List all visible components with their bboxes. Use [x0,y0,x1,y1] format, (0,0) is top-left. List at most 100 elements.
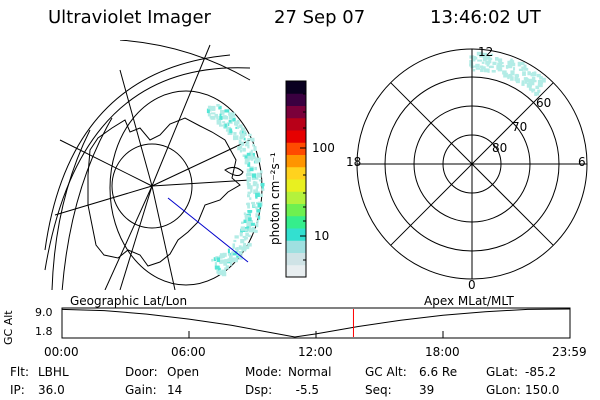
aurora-pixel [224,267,228,270]
aurora-pixel [510,58,513,62]
aurora-pixel [250,149,253,155]
aurora-pixel [260,193,263,197]
aurora-pixel [230,258,234,263]
xtick-label: 12:00 [298,345,333,359]
ytick-1.8: 1.8 [35,325,53,338]
colorbar-segment [286,154,306,168]
aurora-pixel [244,213,247,218]
aurora-pixel [245,236,248,240]
colorbar-segment [286,179,306,192]
status-label: Dsp: [245,383,273,397]
mlat-ring-50 [356,48,588,280]
aurora-pixel [218,119,221,124]
aurora-pixel [246,222,252,227]
aurora-pixel [251,152,255,158]
aurora-pixel [244,158,250,162]
aurora-pixel [532,73,535,77]
aurora-pixel [534,91,540,96]
aurora-pixel [508,63,511,67]
aurora-pixel [239,232,243,237]
instrument-title: Ultraviolet Imager [48,7,211,28]
aurora-pixel [232,246,235,250]
colorbar-segment [286,105,306,119]
aurora-pixel [242,154,247,157]
aurora-pixel [248,133,252,137]
colorbar-segment [286,130,306,143]
aurora-pixel [237,253,241,258]
aurora-pixel [211,105,216,111]
coastline [87,117,241,267]
aurora-pixel [235,123,239,126]
aurora-pixel [246,154,249,160]
colorbar-segment [286,240,306,253]
aurora-pixel [498,59,502,64]
meridians [54,44,251,290]
aurora-pixel [469,63,474,67]
status-label: Mode: [245,365,282,379]
aurora-pixel [254,177,259,180]
aurora-pixel [246,217,250,223]
aurora-pixel [210,112,216,115]
aurora-pixel [251,173,257,179]
aurora-pixel [487,68,490,73]
aurora-pixel [521,66,526,69]
aurora-pixel [257,215,261,220]
aurora-pixel [530,72,535,77]
aurora-pixel [249,166,254,170]
status-label: Gain: [125,383,157,397]
aurora-pixel [511,62,516,67]
aurora-pixel [509,61,513,65]
aurora-pixel [246,202,250,206]
aurora-pixel [475,63,480,68]
aurora-pixel [246,226,250,229]
aurora-pixel [244,132,247,136]
mlat-label-70: 70 [512,120,528,134]
aurora-pixel [213,257,216,262]
aurora-pixel [245,232,249,237]
aurora-pixel [250,220,254,223]
aurora-pixel [246,155,249,160]
aurora-pixel [231,117,236,122]
aurora-pixel [227,248,230,254]
aurora-pixel [248,234,251,238]
aurora-pixel [256,157,261,163]
aurora-pixel [225,129,230,132]
aurora-pixel [242,133,245,139]
altitude-curve [61,308,570,338]
aurora-pixel [241,127,246,131]
aurora-pixel [224,123,227,128]
aurora-pixel [532,71,537,77]
status-label: Door: [125,365,158,379]
mlt-line-diag [390,82,554,246]
aurora-pixel [223,261,228,266]
aurora-pixel [248,185,253,189]
aurora-pixel [228,257,232,263]
aurora-pixel [246,218,251,224]
aurora-pixel [224,259,229,263]
aurora-pixel [230,253,233,256]
mlat-label-80: 80 [492,141,508,155]
aurora-pixel [232,251,237,256]
aurora-pixel [252,226,255,232]
lat-arc [44,67,251,271]
aurora-pixel [228,120,233,124]
aurora-pixel [523,67,529,71]
aurora-pixel [500,62,504,65]
aurora-pixel [214,262,217,267]
aurora-pixel [485,60,491,65]
aurora-pixel [227,130,233,136]
lat-arc [61,117,113,290]
aurora-pixel [242,127,245,130]
colorbar-segment [286,264,306,278]
aurora-pixel [520,61,525,66]
aurora-pixel [249,228,252,233]
aurora-pixel [243,227,249,231]
aurora-pixel [229,114,233,120]
colorbar-segment [286,93,306,106]
aurora-pixel [510,70,515,76]
aurora-pixel [230,114,234,117]
aurora-pixel [206,108,210,114]
aurora-pixel [488,65,494,69]
aurora-pixel [483,68,489,73]
